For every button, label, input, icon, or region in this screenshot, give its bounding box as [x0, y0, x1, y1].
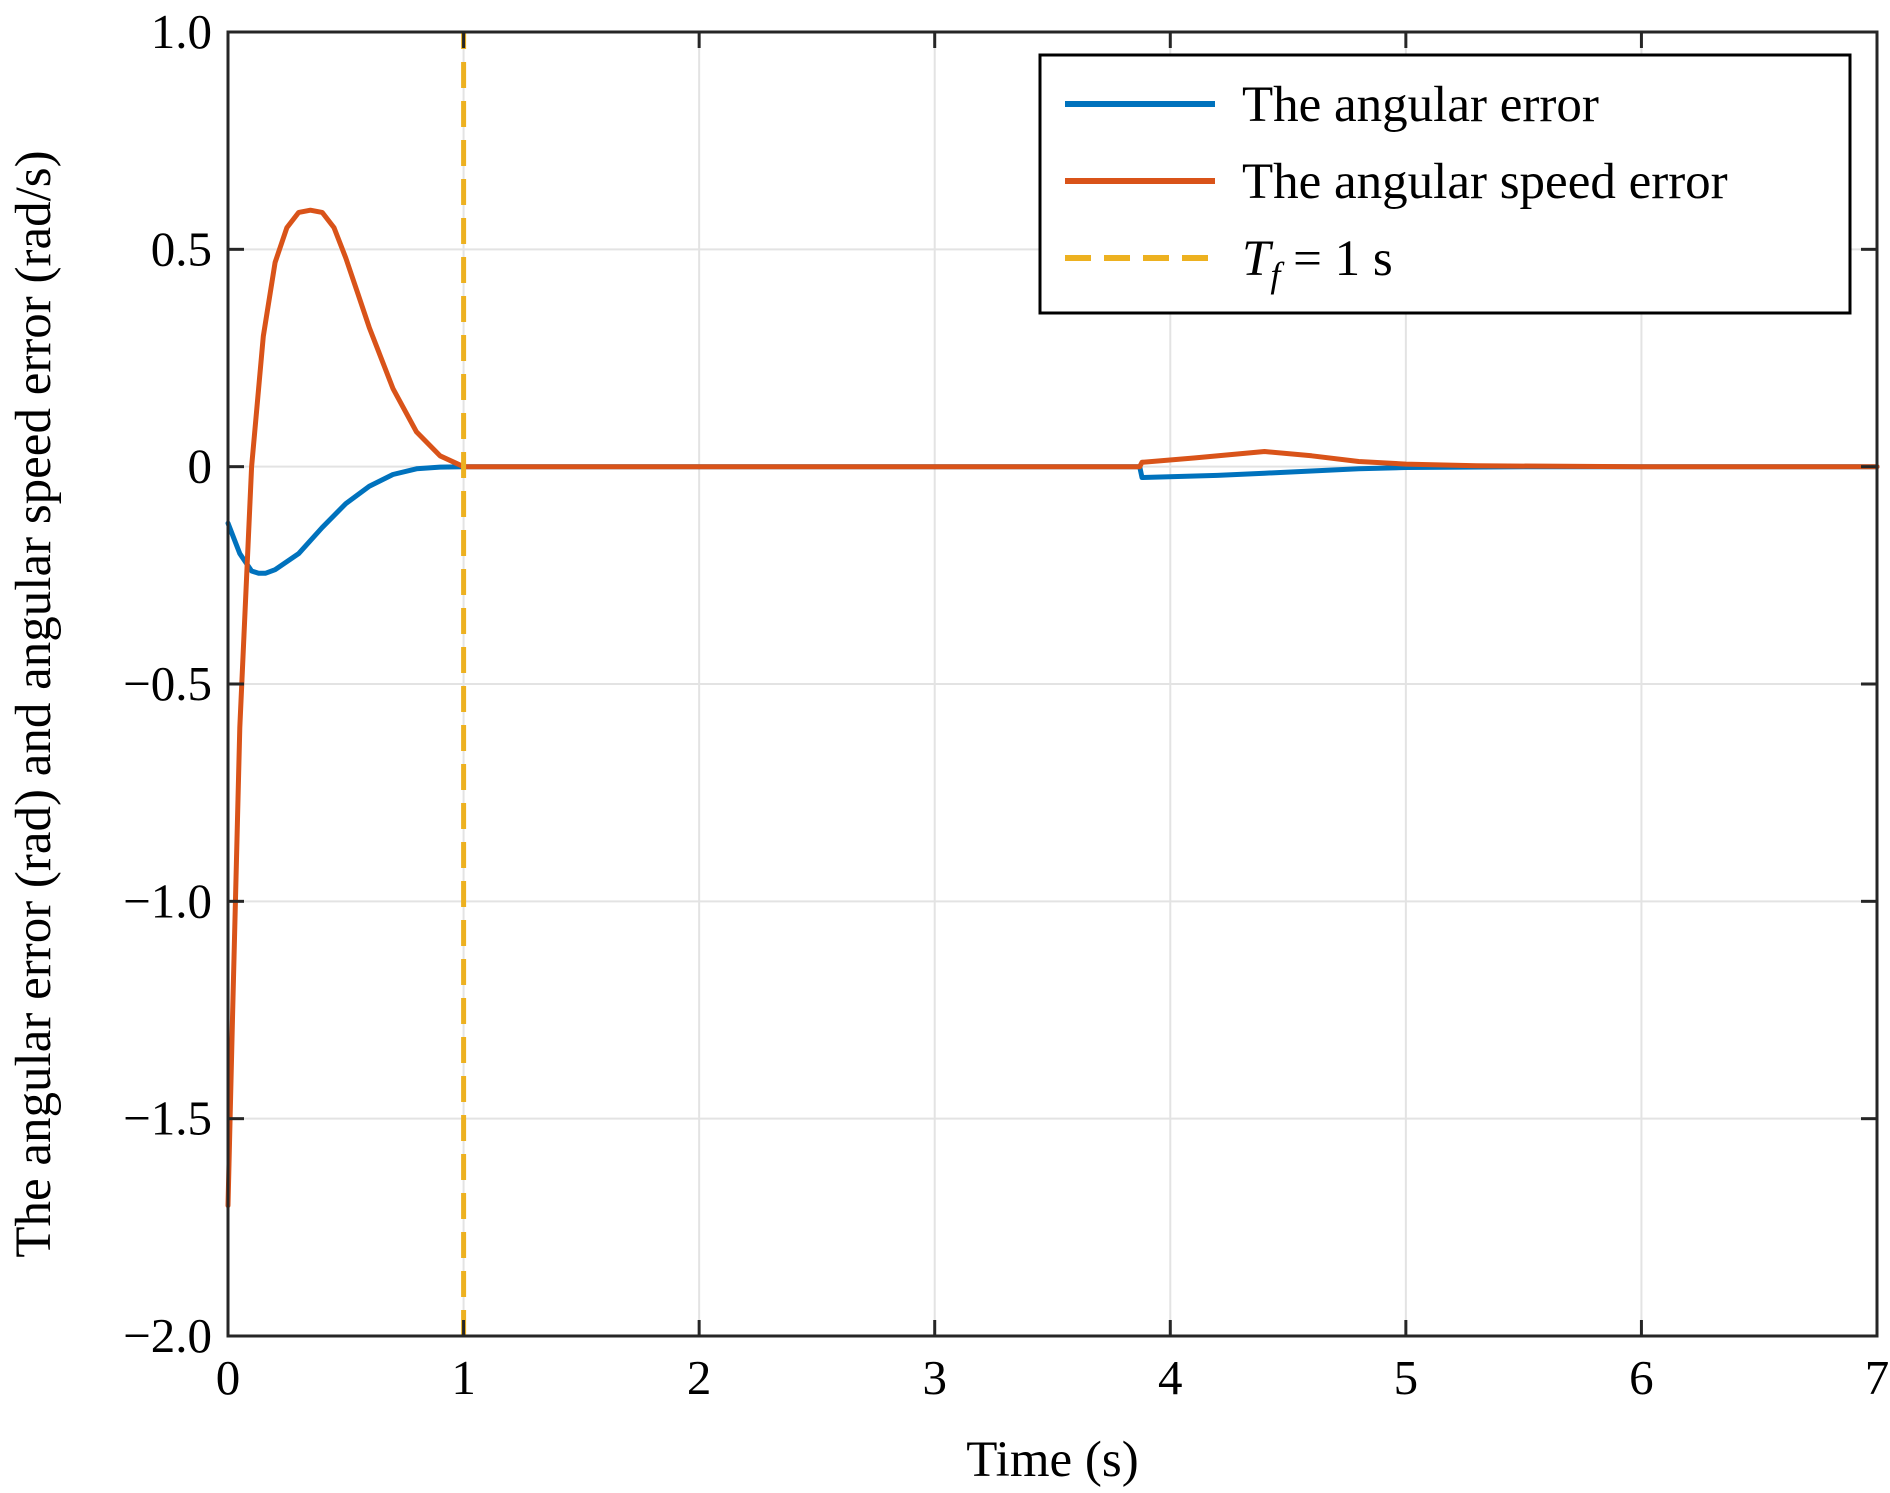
- y-tick-label: 1.0: [151, 4, 212, 59]
- legend-label-angular-error: The angular error: [1242, 77, 1599, 133]
- x-tick-label: 7: [1865, 1350, 1890, 1405]
- y-tick-label: −0.5: [123, 656, 212, 711]
- y-tick-label: 0: [188, 439, 213, 494]
- x-axis-title: Time (s): [966, 1432, 1138, 1488]
- y-tick-label: −1.0: [123, 873, 212, 928]
- x-tick-labels: 0 1 2 3 4 5 6 7: [216, 1350, 1890, 1405]
- x-tick-label: 4: [1158, 1350, 1183, 1405]
- y-tick-label: −2.0: [123, 1308, 212, 1363]
- legend-label-tf: Tf = 1 s: [1242, 231, 1393, 295]
- series-angular-speed-error: [225, 207, 1880, 1209]
- x-tick-label: 1: [451, 1350, 476, 1405]
- x-tick-label: 5: [1394, 1350, 1419, 1405]
- y-tick-label: −1.5: [123, 1091, 212, 1146]
- x-tick-label: 3: [922, 1350, 947, 1405]
- legend-label-tf-main: T: [1242, 231, 1274, 287]
- x-tick-label: 0: [216, 1350, 241, 1405]
- x-tick-label: 6: [1629, 1350, 1654, 1405]
- series-angular-error: [225, 464, 1880, 576]
- series-layer: [225, 32, 1880, 1336]
- legend-label-tf-rest: = 1 s: [1280, 231, 1392, 287]
- y-tick-label: 0.5: [151, 221, 212, 276]
- axis-ticks: [226, 30, 1879, 1338]
- y-tick-labels: −2.0 −1.5 −1.0 −0.5 0 0.5 1.0: [123, 4, 212, 1363]
- legend-label-angular-speed-error: The angular speed error: [1242, 154, 1728, 210]
- y-axis-title: The angular error (rad) and angular spee…: [6, 150, 62, 1257]
- x-tick-label: 2: [687, 1350, 712, 1405]
- legend: The angular error The angular speed erro…: [1038, 53, 1852, 315]
